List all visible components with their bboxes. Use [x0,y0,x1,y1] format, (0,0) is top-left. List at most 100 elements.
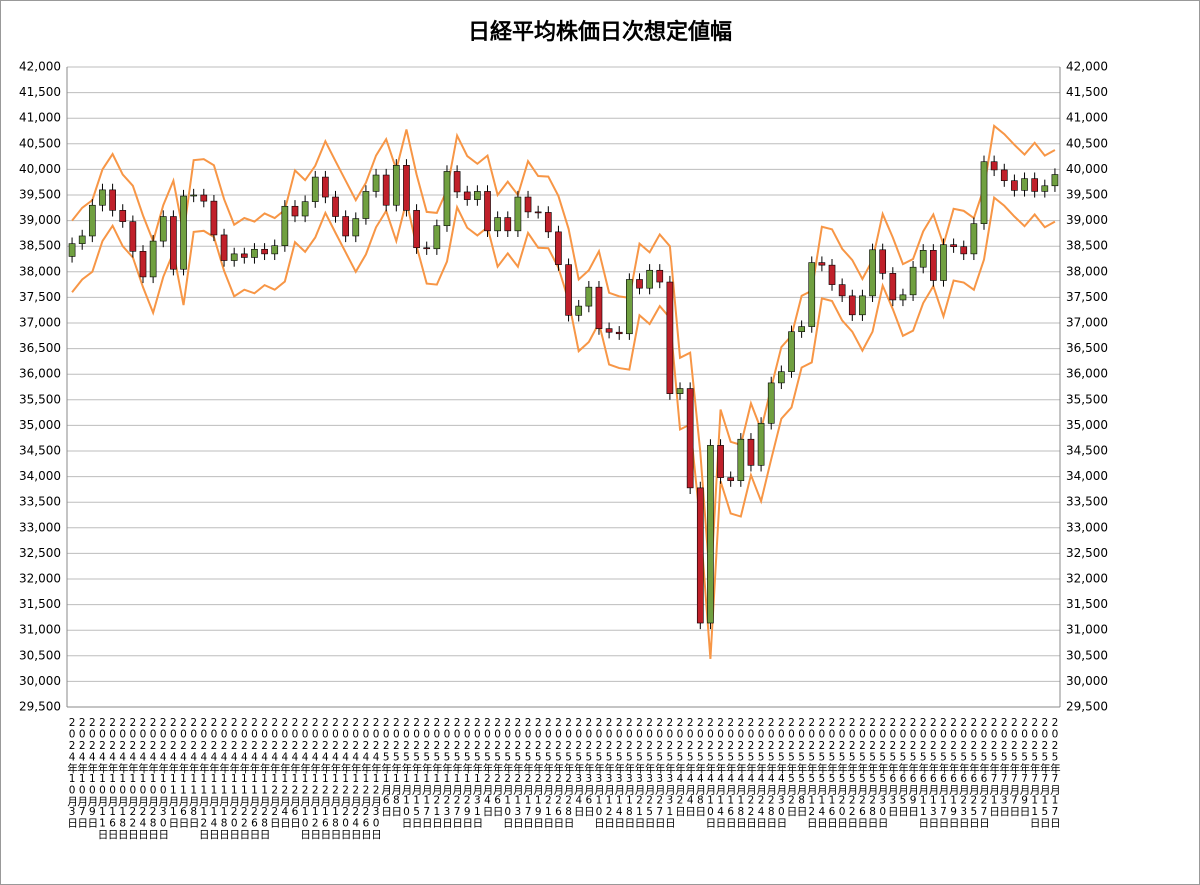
y-tick-label: 42,000 [19,60,61,74]
y2-tick-label: 35,000 [1066,418,1108,432]
candle-body [869,249,876,297]
candle-body [980,161,988,224]
x-tick-label: 2024年10月22日 [127,717,139,839]
x-tick-label: 2025年5月26日 [856,717,868,828]
x-tick-label: 2025年3月31日 [664,717,676,828]
candle-body [362,191,370,219]
y2-tick-label: 37,000 [1066,316,1108,330]
x-tick-label: 2025年2月10日 [502,717,514,828]
y2-tick-label: 36,500 [1066,341,1108,355]
x-tick-label: 2024年11月26日 [248,717,260,839]
x-tick-label: 2024年11月1日 [167,717,179,828]
y-tick-label: 39,000 [19,213,61,227]
y2-tick-label: 39,500 [1066,188,1108,202]
y-tick-label: 40,000 [19,162,61,176]
x-tick-label: 2025年3月10日 [593,717,605,828]
candle-body [666,281,674,394]
x-tick-label: 2025年6月5日 [897,717,909,816]
y2-tick-label: 41,000 [1066,111,1108,125]
candle-body [281,205,289,246]
range-line [71,195,1056,659]
x-tick-label: 2025年6月9日 [907,717,919,816]
candle-body [170,216,177,270]
y2-tick-label: 42,000 [1066,60,1108,74]
candle-body [342,216,349,237]
x-tick-label: 2025年1月21日 [431,717,443,828]
x-tick-label: 2025年3月21日 [633,717,645,828]
x-tick-label: 2024年11月8日 [188,717,200,828]
y2-tick-label: 37,500 [1066,290,1108,304]
candle-body [930,249,937,281]
range-line [71,124,1056,588]
x-tick-label: 2025年1月27日 [451,717,463,828]
y-tick-label: 31,000 [19,623,61,637]
candle-body [109,189,116,211]
x-tick-label: 2025年4月16日 [725,717,737,828]
candle-body [494,217,501,232]
candle-body [889,273,897,301]
x-tick-label: 2025年1月15日 [411,717,423,828]
x-tick-label: 2024年11月20日 [228,717,240,839]
candle-body [960,246,968,255]
x-tick-label: 2025年4月24日 [755,717,767,828]
x-tick-label: 2025年5月8日 [796,717,808,816]
x-tick-label: 2025年3月27日 [654,717,666,828]
x-tick-label: 2025年7月3日 [998,717,1010,816]
candle-body [737,438,745,481]
y-tick-label: 37,000 [19,316,61,330]
x-tick-label: 2025年3月6日 [583,717,595,816]
candle-body [778,371,785,384]
y-tick-label: 29,500 [19,700,61,714]
x-tick-label: 2025年5月16日 [826,717,838,828]
candle-body [403,165,410,211]
candle-body [1011,180,1018,191]
candle-body [220,234,228,261]
candle-body [919,249,927,268]
candle-body [747,438,755,466]
candle-body [565,264,572,316]
y-tick-label: 35,500 [19,392,61,406]
x-tick-label: 2025年6月11日 [917,717,929,828]
y2-tick-label: 32,500 [1066,546,1108,560]
x-tick-label: 2024年10月11日 [96,717,108,839]
x-tick-label: 2025年4月2日 [674,717,686,816]
candle-body [1051,174,1059,187]
y2-tick-label: 31,500 [1066,597,1108,611]
candle-body [828,264,836,285]
x-tick-label: 2024年10月18日 [117,717,129,839]
x-tick-label: 2024年10月3日 [66,717,78,828]
y2-tick-label: 29,500 [1066,700,1108,714]
x-tick-label: 2024年10月30日 [157,717,169,839]
candle-body [392,165,400,206]
y2-tick-label: 35,500 [1066,392,1108,406]
x-tick-label: 2024年10月7日 [76,717,88,828]
candle-body [68,243,76,257]
candle-body [575,305,583,316]
candle-body [605,328,613,333]
y-tick-label: 33,000 [19,520,61,534]
y-tick-label: 30,000 [19,674,61,688]
candle-body [119,210,127,222]
candle-body [1031,178,1039,192]
candle-body [767,382,775,424]
x-tick-label: 2025年4月10日 [704,717,716,828]
x-tick-label: 2024年11月12日 [198,717,210,839]
y2-tick-label: 36,000 [1066,367,1108,381]
candle-body [200,194,208,202]
candle-body [636,279,643,289]
x-tick-label: 2024年10月28日 [147,717,159,839]
x-tick-label: 2025年3月4日 [573,717,585,816]
y2-tick-label: 34,000 [1066,469,1108,483]
y2-tick-label: 38,000 [1066,264,1108,278]
x-tick-label: 2025年3月25日 [644,717,656,828]
candle-body [78,235,86,244]
candle-body [788,331,795,372]
x-tick-label: 2025年4月22日 [745,717,757,828]
candle-body [524,196,532,213]
candle-body [484,191,491,232]
x-tick-label: 2025年6月19日 [948,717,960,828]
x-tick-label: 2024年12月18日 [330,717,342,839]
y-tick-label: 33,500 [19,495,61,509]
candle-body [615,331,623,335]
